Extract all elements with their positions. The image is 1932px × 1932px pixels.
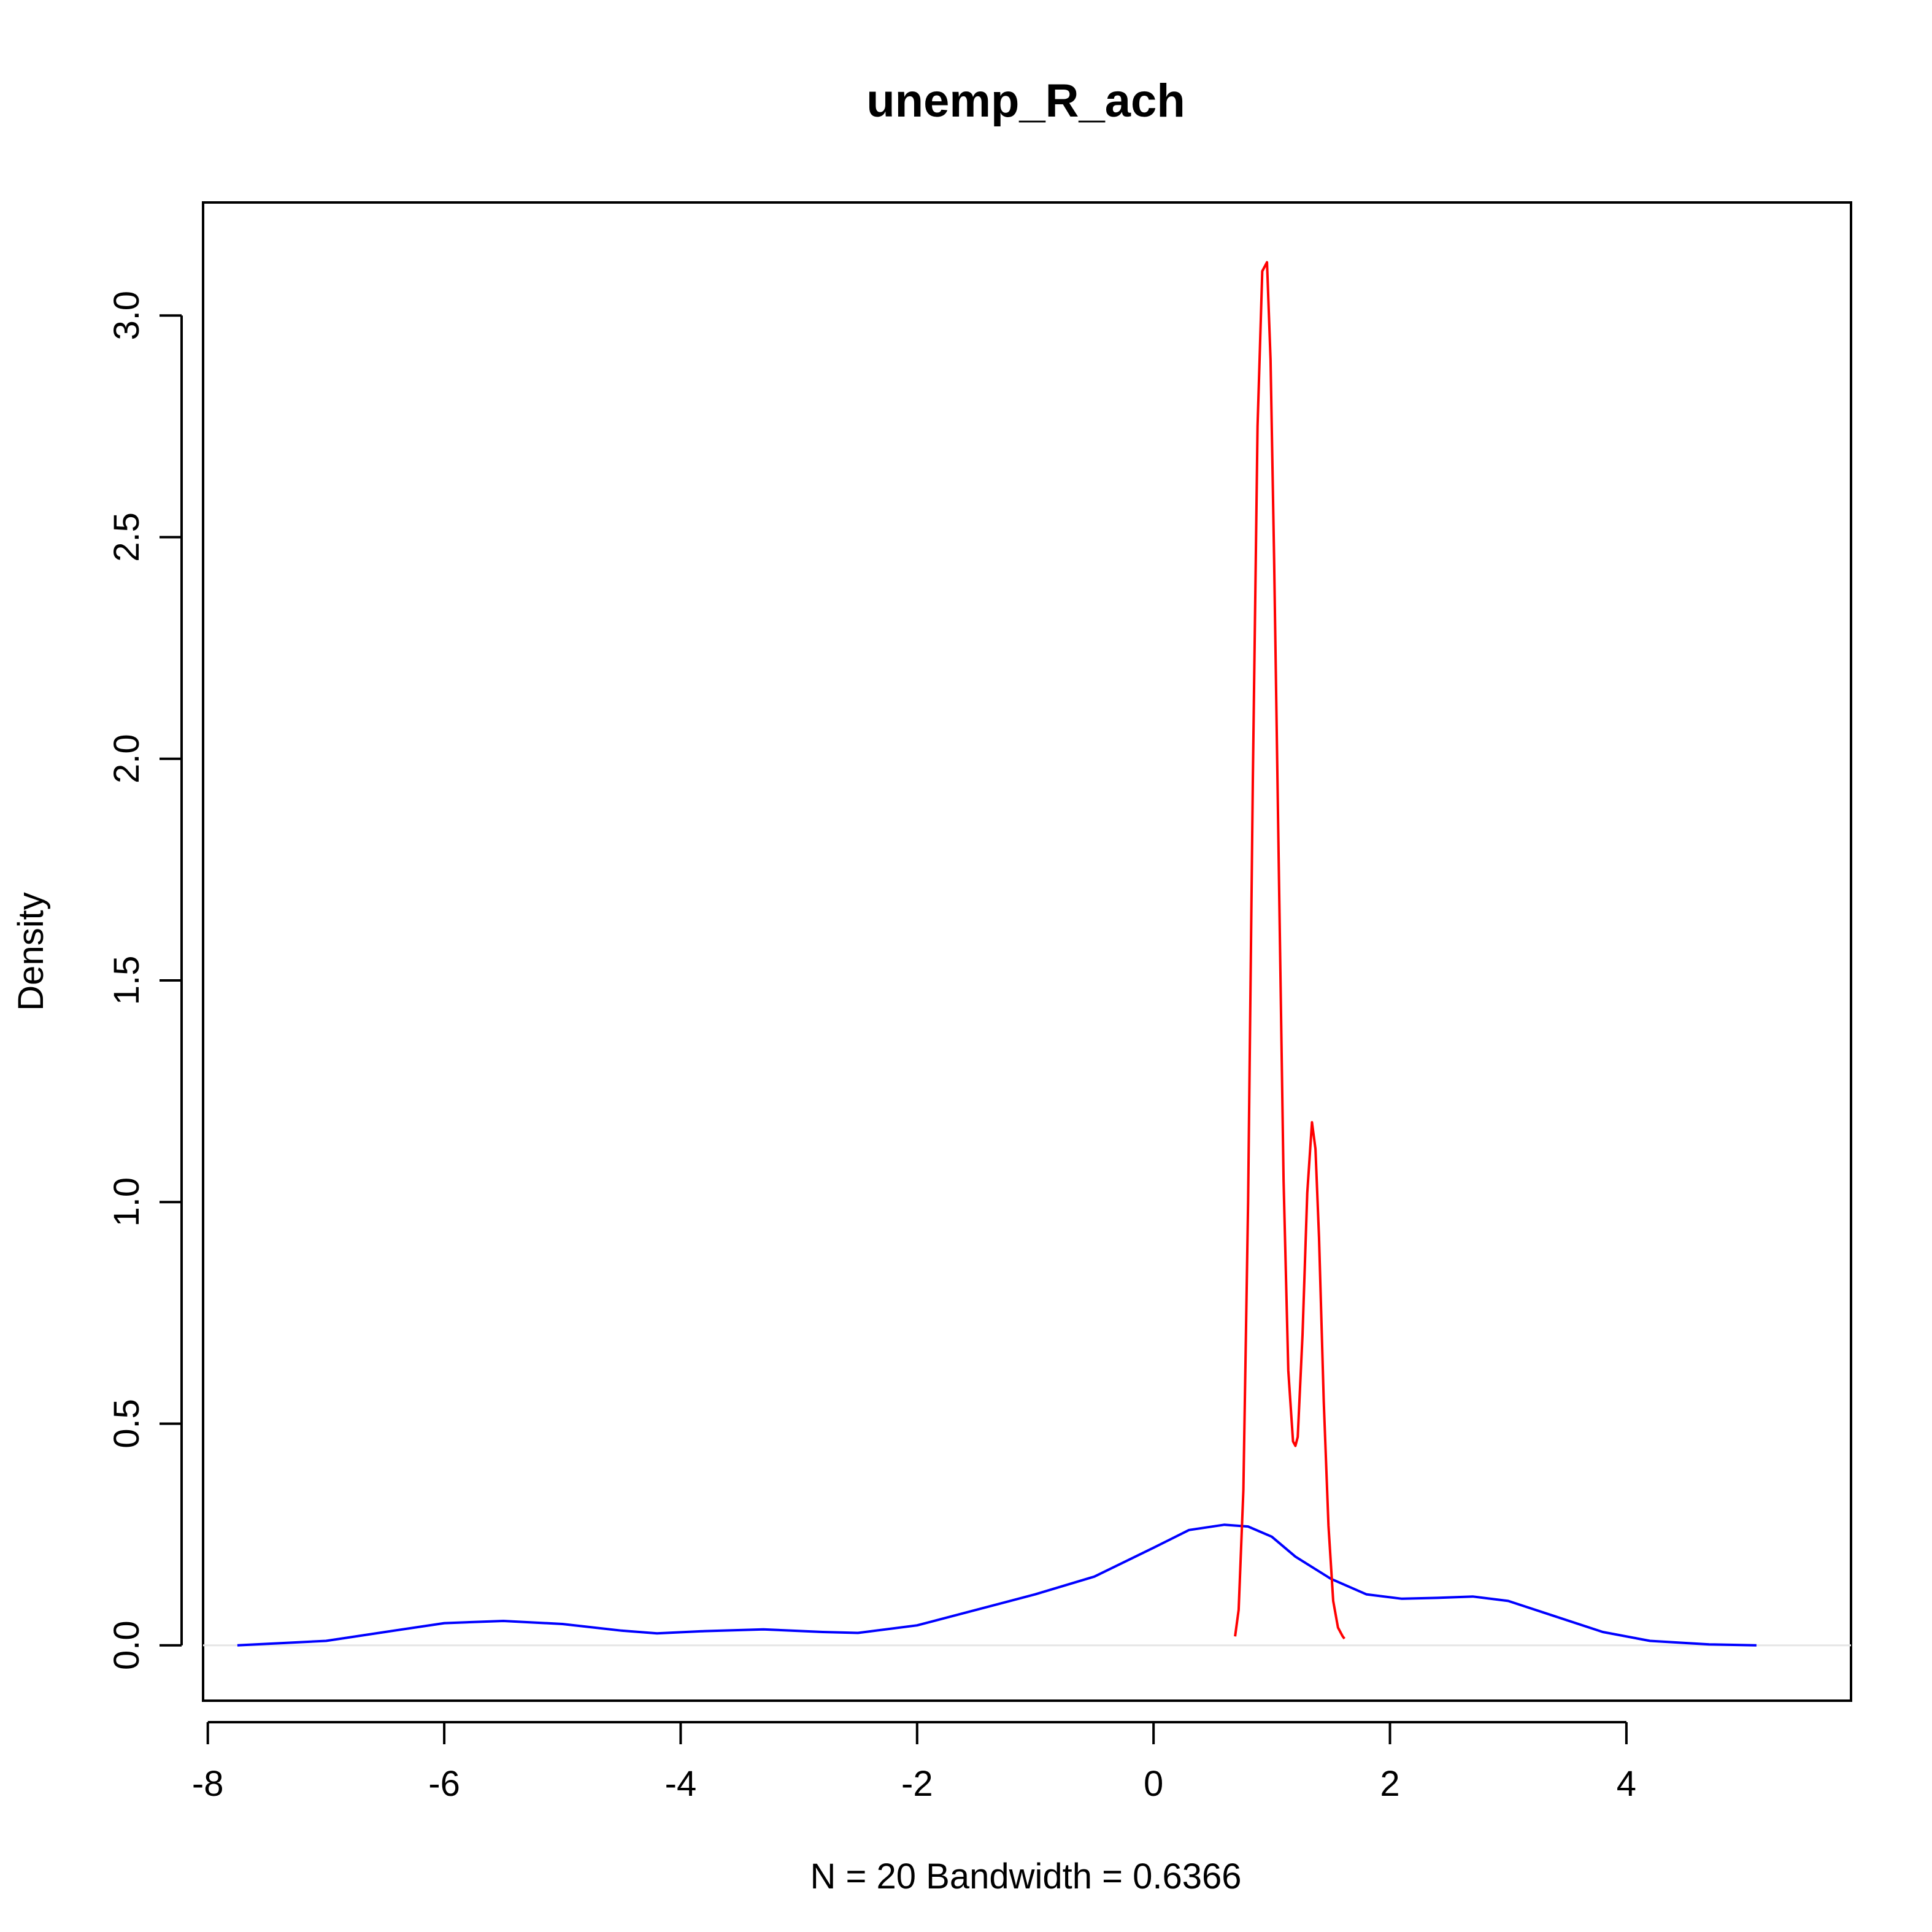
density-curve-1 bbox=[237, 1523, 1757, 1647]
y-tick-label: 3.0 bbox=[107, 291, 147, 341]
x-tick-label: 4 bbox=[1617, 1764, 1636, 1804]
x-tick-label: -4 bbox=[665, 1764, 697, 1804]
y-tick-label: 2.0 bbox=[107, 734, 147, 783]
x-tick-label: 0 bbox=[1144, 1764, 1163, 1804]
plot-frame bbox=[202, 201, 1852, 1702]
series-layer bbox=[237, 261, 1757, 1647]
chart-title: unemp_R_ach bbox=[866, 75, 1185, 127]
y-axis-label: Density bbox=[11, 892, 51, 1010]
x-tick-label: -8 bbox=[192, 1764, 224, 1804]
x-tick-label: -6 bbox=[428, 1764, 460, 1804]
x-axis: -8 -6 -4 -2 0 2 4 bbox=[192, 1721, 1636, 1804]
density-curve-2 bbox=[1234, 261, 1345, 1640]
y-tick-label: 2.5 bbox=[107, 512, 147, 562]
x-tick-label: 2 bbox=[1380, 1764, 1399, 1804]
y-tick-label: 0.5 bbox=[107, 1399, 147, 1449]
x-tick-label: -2 bbox=[901, 1764, 933, 1804]
y-tick-label: 1.0 bbox=[107, 1177, 147, 1227]
y-tick-label: 1.5 bbox=[107, 956, 147, 1006]
x-axis-label: N = 20 Bandwidth = 0.6366 bbox=[810, 1857, 1242, 1896]
y-tick-label: 0.0 bbox=[107, 1620, 147, 1670]
y-axis: 0.0 0.5 1.0 1.5 2.0 2.5 3.0 bbox=[107, 291, 183, 1670]
